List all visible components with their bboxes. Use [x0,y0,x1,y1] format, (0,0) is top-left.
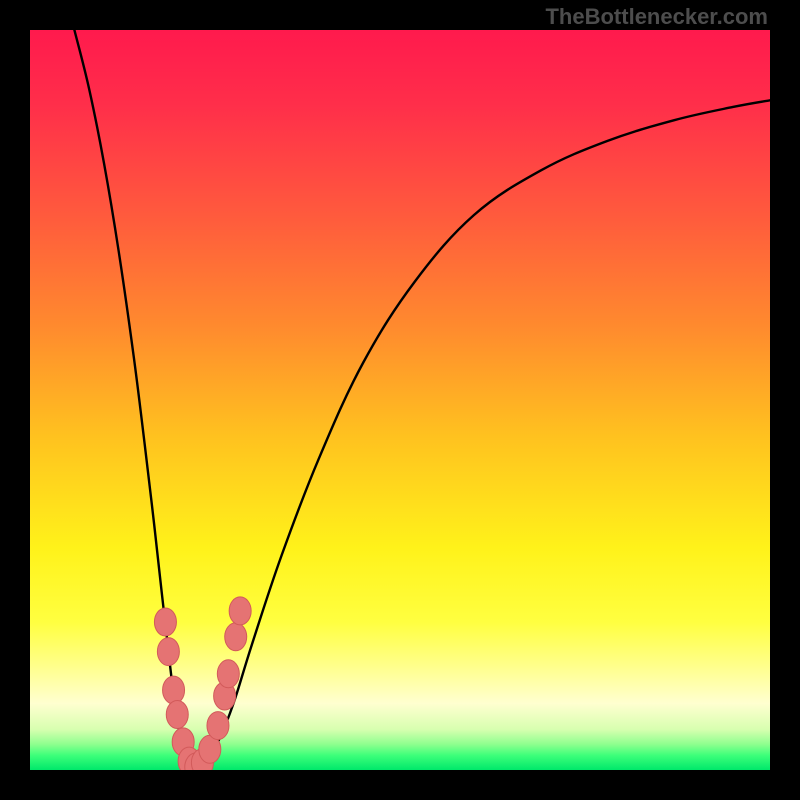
bottleneck-chart [30,30,770,770]
data-marker [163,676,185,704]
chart-frame: TheBottlenecker.com [0,0,800,800]
gradient-background [30,30,770,770]
data-marker [225,623,247,651]
data-marker [207,712,229,740]
data-marker [154,608,176,636]
data-marker [157,638,179,666]
watermark-text: TheBottlenecker.com [545,4,768,30]
data-marker [217,660,239,688]
data-marker [166,701,188,729]
data-marker [229,597,251,625]
